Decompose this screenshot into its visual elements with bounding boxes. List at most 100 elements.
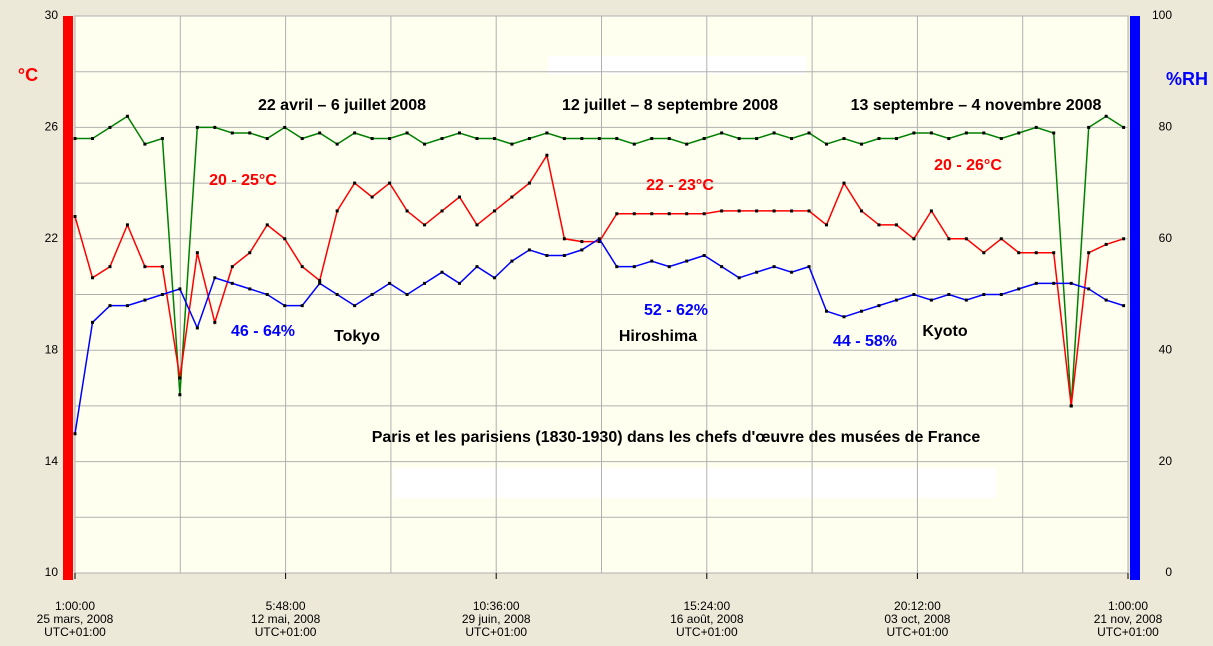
data-marker xyxy=(73,432,77,436)
data-marker xyxy=(894,137,898,141)
data-marker xyxy=(125,304,129,308)
data-marker xyxy=(877,137,881,141)
data-marker xyxy=(510,259,514,263)
data-marker xyxy=(947,293,951,296)
blank-patch xyxy=(393,468,996,498)
data-marker xyxy=(492,209,496,213)
data-marker xyxy=(929,131,933,135)
data-marker xyxy=(755,137,759,141)
data-marker xyxy=(685,142,689,146)
data-marker xyxy=(859,142,863,146)
data-marker xyxy=(195,251,199,255)
annotation: 22 - 23°C xyxy=(646,177,714,194)
data-marker xyxy=(353,131,357,135)
blank-patch xyxy=(548,56,806,74)
annotation: 22 avril – 6 juillet 2008 xyxy=(258,97,426,114)
data-marker xyxy=(929,298,933,302)
data-marker xyxy=(999,137,1003,141)
data-marker xyxy=(457,131,461,135)
data-marker xyxy=(1087,125,1091,129)
data-marker xyxy=(772,265,776,269)
annotation: 52 - 62% xyxy=(644,302,708,319)
data-marker xyxy=(580,248,584,252)
data-marker xyxy=(964,298,968,302)
data-marker xyxy=(1122,125,1126,129)
data-marker xyxy=(125,114,129,118)
data-marker xyxy=(702,137,706,141)
data-marker xyxy=(300,304,304,308)
data-marker xyxy=(615,137,619,141)
data-marker xyxy=(877,304,881,308)
data-marker xyxy=(650,137,654,141)
data-marker xyxy=(283,304,287,308)
data-marker xyxy=(265,137,269,141)
data-marker xyxy=(1087,287,1091,291)
data-marker xyxy=(318,279,322,283)
data-marker xyxy=(825,309,829,313)
data-marker xyxy=(825,142,829,146)
y2-tick-label: 20 xyxy=(1159,454,1173,468)
y-tick-label: 14 xyxy=(45,454,59,468)
data-marker xyxy=(685,259,689,263)
data-marker xyxy=(562,254,566,258)
data-marker xyxy=(912,237,916,241)
data-marker xyxy=(195,326,199,330)
annotation: 13 septembre – 4 novembre 2008 xyxy=(851,97,1102,114)
data-marker xyxy=(370,195,374,199)
annotation: Kyoto xyxy=(922,323,968,340)
data-marker xyxy=(825,223,829,227)
data-marker xyxy=(160,265,164,269)
data-marker xyxy=(388,181,392,185)
data-marker xyxy=(1017,287,1021,291)
data-marker xyxy=(1104,298,1108,302)
data-marker xyxy=(108,304,112,308)
data-marker xyxy=(213,125,217,129)
data-marker xyxy=(702,254,706,258)
data-marker xyxy=(178,287,182,291)
data-marker xyxy=(999,293,1003,296)
data-marker xyxy=(73,215,77,219)
y-axis-label: °C xyxy=(18,65,38,85)
data-marker xyxy=(545,254,549,258)
data-marker xyxy=(1069,404,1073,408)
data-marker xyxy=(894,298,898,302)
data-marker xyxy=(178,376,182,380)
data-marker xyxy=(1104,242,1108,246)
data-marker xyxy=(405,209,409,213)
data-marker xyxy=(912,293,916,296)
data-marker xyxy=(178,393,182,397)
data-marker xyxy=(562,137,566,141)
data-marker xyxy=(1122,304,1126,308)
data-marker xyxy=(213,276,217,280)
data-marker xyxy=(720,265,724,269)
data-marker xyxy=(562,237,566,241)
data-marker xyxy=(492,137,496,141)
y-tick-label: 26 xyxy=(45,120,59,134)
data-marker xyxy=(1034,251,1038,255)
data-marker xyxy=(475,137,479,141)
data-marker xyxy=(73,137,77,141)
data-marker xyxy=(842,137,846,141)
data-marker xyxy=(790,270,794,274)
data-marker xyxy=(859,209,863,213)
y2-tick-label: 40 xyxy=(1159,342,1173,356)
data-marker xyxy=(772,131,776,135)
data-marker xyxy=(265,223,269,227)
data-marker xyxy=(790,137,794,141)
x-tick-label: 5:48:00 12 mai, 2008 UTC+01:00 xyxy=(251,599,321,639)
data-marker xyxy=(1069,281,1073,285)
data-marker xyxy=(318,281,322,285)
data-marker xyxy=(388,281,392,285)
data-marker xyxy=(842,181,846,185)
data-marker xyxy=(370,137,374,141)
y2-tick-label: 80 xyxy=(1159,120,1173,134)
data-marker xyxy=(632,142,636,146)
data-marker xyxy=(405,293,409,296)
y2-tick-label: 100 xyxy=(1152,8,1172,22)
data-marker xyxy=(475,265,479,269)
data-marker xyxy=(457,281,461,285)
data-marker xyxy=(615,212,619,216)
data-marker xyxy=(580,137,584,141)
data-marker xyxy=(737,137,741,141)
